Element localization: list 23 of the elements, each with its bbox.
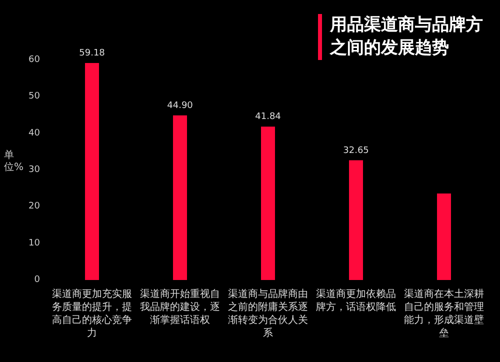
y-tick-label: 30 — [28, 165, 40, 175]
y-tick-label: 0 — [34, 275, 40, 285]
bar — [349, 160, 363, 280]
data-label: 59.18 — [79, 48, 106, 59]
data-label: 32.65 — [343, 146, 369, 156]
chart-title: 用品渠道商与品牌方之间的发展趋势 — [318, 14, 490, 60]
y-tick-label: 20 — [28, 202, 40, 212]
data-label: 41.84 — [255, 112, 282, 122]
x-tick-label: 渠道商更加充实服务质量的提升，提高自己的核心竞争力 — [52, 288, 132, 339]
x-tick-label: 渠道商在本土深耕自己的服务和管理能力，形成渠道壁垒 — [404, 288, 484, 339]
bar — [437, 193, 451, 280]
data-label: 44.90 — [167, 100, 194, 111]
y-tick-label: 10 — [28, 238, 40, 248]
y-axis-title: 单位% — [4, 150, 24, 174]
y-tick-label: 40 — [28, 128, 40, 138]
x-tick-label: 渠道商更加依赖品牌方，话语权降低 — [316, 288, 396, 313]
bar — [85, 63, 99, 280]
y-tick-label: 60 — [28, 55, 40, 65]
y-tick-label: 50 — [28, 92, 40, 102]
bar — [173, 115, 187, 280]
x-tick-label: 渠道商开始重视自我品牌的建设，逐渐掌握话语权 — [140, 288, 220, 326]
x-tick-label: 渠道商与品牌商由之前的附庸关系逐渐转变为合伙人关系 — [228, 288, 308, 339]
bar — [261, 126, 275, 280]
